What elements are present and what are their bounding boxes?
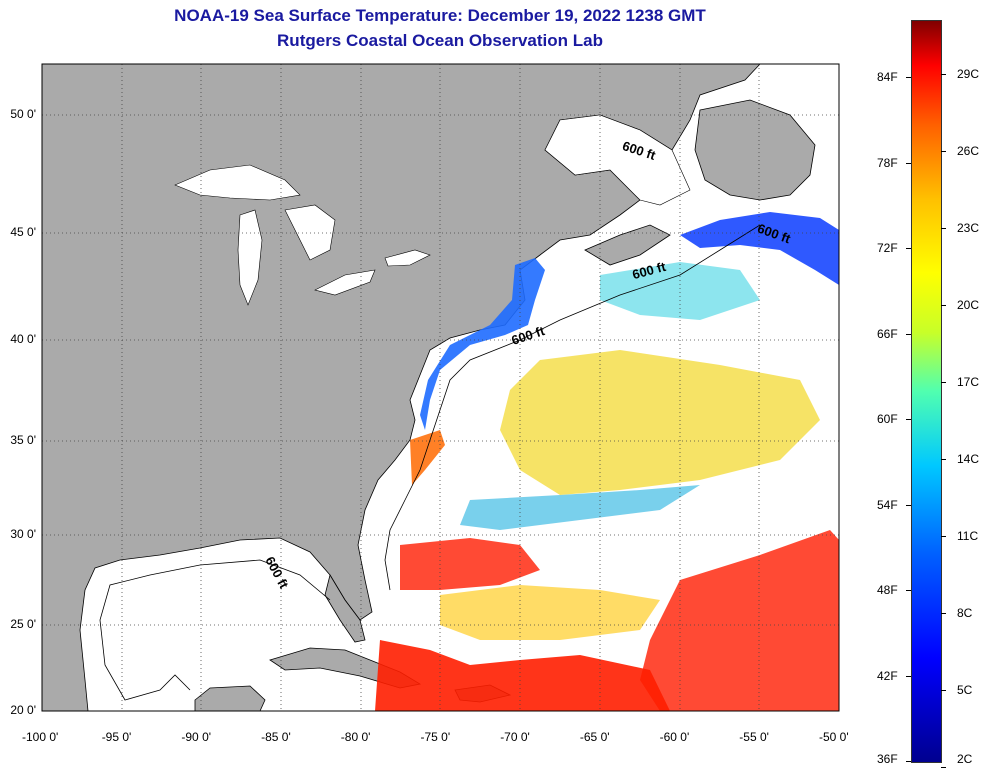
lat-label: 45 0' — [10, 225, 36, 239]
sst-southern-red-east — [640, 530, 839, 711]
lon-label: -80 0' — [340, 730, 371, 744]
sst-slope-cyan — [600, 262, 760, 320]
colorbar-f-tick — [906, 419, 911, 420]
colorbar-c-tick — [941, 535, 946, 537]
colorbar-c-label: 11C — [957, 528, 979, 543]
colorbar-c-tick — [941, 74, 946, 76]
colorbar-c-label: 20C — [957, 298, 980, 312]
colorbar-f-label: 48F — [877, 583, 898, 597]
colorbar-f-tick — [906, 162, 911, 164]
colorbar-f-tick — [906, 77, 911, 78]
colorbar-c-tick — [941, 151, 946, 153]
lon-label: -70 0' — [500, 730, 530, 744]
colorbar-c-tick — [941, 612, 946, 614]
lat-label: 30 0' — [10, 527, 36, 541]
colorbar-c-tick — [941, 228, 946, 230]
colorbar-c-label: 29C — [957, 67, 980, 82]
colorbar-c-tick — [941, 689, 946, 691]
colorbar-f-tick — [906, 590, 911, 591]
colorbar-f-label: 60F — [877, 412, 898, 426]
lon-label: -90 0' — [181, 730, 212, 744]
colorbar-f-label: 54F — [877, 497, 898, 512]
colorbar-c-tick — [941, 458, 946, 460]
colorbar-c-label: 17C — [957, 374, 980, 389]
depth-contour-east — [384, 224, 761, 591]
gulf-st-lawrence — [544, 114, 691, 206]
lake-ontario — [384, 249, 431, 267]
sst-subtropical-yellow — [440, 585, 660, 640]
colorbar-f-label: 72F — [877, 241, 898, 255]
lon-label: -100 0' — [22, 730, 59, 744]
colorbar-c-tick — [941, 381, 946, 383]
map-subtitle: Rutgers Coastal Ocean Observation Lab — [277, 31, 603, 50]
lon-label: -75 0' — [420, 730, 451, 744]
lon-label: -55 0' — [739, 730, 769, 744]
colorbar-f-label: 42F — [877, 668, 898, 683]
colorbar-c-label: 23C — [957, 221, 980, 236]
nova-scotia-land — [584, 224, 671, 266]
lat-label: 20 0' — [10, 703, 36, 717]
colorbar-c-label: 26C — [957, 144, 980, 159]
lake-erie — [314, 269, 376, 296]
colorbar-f-tick — [906, 504, 911, 506]
colorbar-c-tick — [941, 766, 946, 768]
lat-label: 35 0' — [10, 433, 36, 447]
colorbar-f-tick — [906, 761, 911, 762]
lon-label: -60 0' — [659, 730, 690, 744]
sst-midlatitude-yellow — [500, 350, 820, 495]
colorbar-f-tick — [906, 333, 911, 335]
sst-front-cyan — [460, 485, 700, 530]
map-frame — [41, 63, 840, 712]
lat-lon-grid — [42, 64, 839, 711]
lon-label: -85 0' — [261, 730, 291, 744]
lake-superior — [174, 164, 301, 201]
colorbar-f-label: 66F — [877, 326, 898, 341]
yucatan-land — [194, 685, 266, 711]
sst-coastal-cold-blue — [420, 258, 545, 430]
map-title: NOAA-19 Sea Surface Temperature: Decembe… — [174, 6, 706, 25]
colorbar-c-label: 14C — [957, 451, 980, 466]
sst-southern-red-west — [400, 538, 540, 590]
colorbar-f-label: 84F — [877, 70, 898, 84]
colorbar-f-tick — [906, 675, 911, 677]
sst-caribbean-red — [375, 640, 670, 711]
lake-huron — [284, 204, 336, 261]
newfoundland-land — [694, 99, 816, 201]
depth-contour-gulf — [99, 559, 331, 701]
lat-label: 25 0' — [10, 617, 36, 631]
colorbar-f-label: 36F — [877, 752, 898, 766]
colorbar-c-label: 8C — [957, 605, 973, 620]
lat-label: 50 0' — [10, 107, 36, 121]
lat-label: 40 0' — [10, 332, 36, 346]
sst-cape-hatteras-orange — [410, 430, 445, 485]
colorbar-c-label: 5C — [957, 682, 973, 697]
lon-label: -65 0' — [579, 730, 610, 744]
colorbar-f-label: 78F — [877, 155, 898, 170]
lon-label: -50 0' — [819, 730, 849, 744]
colorbar-c-tick — [941, 305, 946, 306]
lake-michigan — [237, 209, 263, 306]
sst-gulf-of-maine-blue — [680, 212, 839, 285]
temperature-colorbar — [911, 20, 942, 763]
colorbar-f-tick — [906, 248, 911, 249]
lon-label: -95 0' — [101, 730, 132, 744]
colorbar-c-label: 2C — [957, 752, 973, 766]
